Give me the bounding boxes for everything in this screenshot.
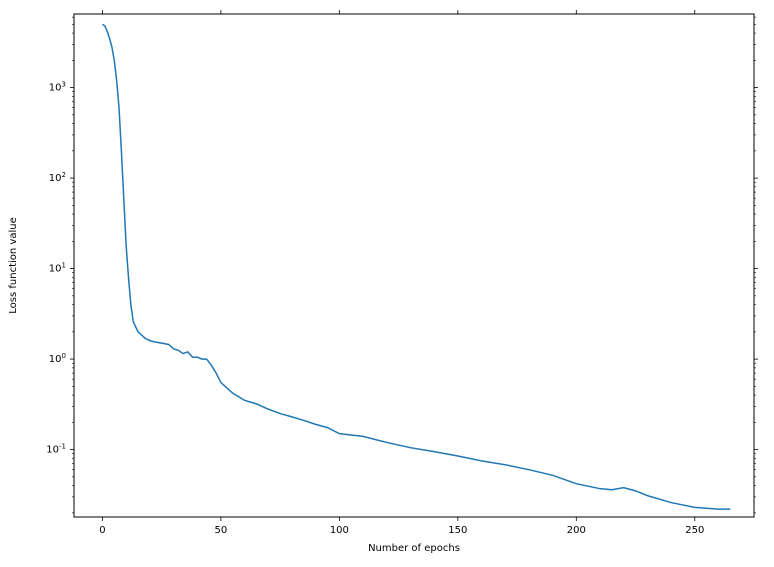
y-tick-label: 100 [49,352,66,365]
chart-svg: 0 50 100 150 200 250 Number of epochs 10-1 100 10… [0,0,774,567]
y-tick-label: 10-1 [46,443,66,456]
y-axis-label: Loss function value [8,217,19,313]
loss-line [102,24,730,509]
x-tick-label: 250 [685,525,704,536]
x-tick-label: 50 [215,525,228,536]
y-tick-label: 102 [49,171,66,184]
x-axis-label: Number of epochs [368,543,460,554]
x-tick-label: 100 [330,525,349,536]
x-tick-label: 0 [99,525,105,536]
x-tick-label: 200 [567,525,586,536]
y-tick-label: 101 [49,262,66,275]
x-tick-label: 150 [448,525,467,536]
plot-border [74,14,754,517]
y-tick-label: 103 [49,81,66,94]
loss-chart: 0 50 100 150 200 250 Number of epochs 10-1 100 10… [0,0,774,567]
